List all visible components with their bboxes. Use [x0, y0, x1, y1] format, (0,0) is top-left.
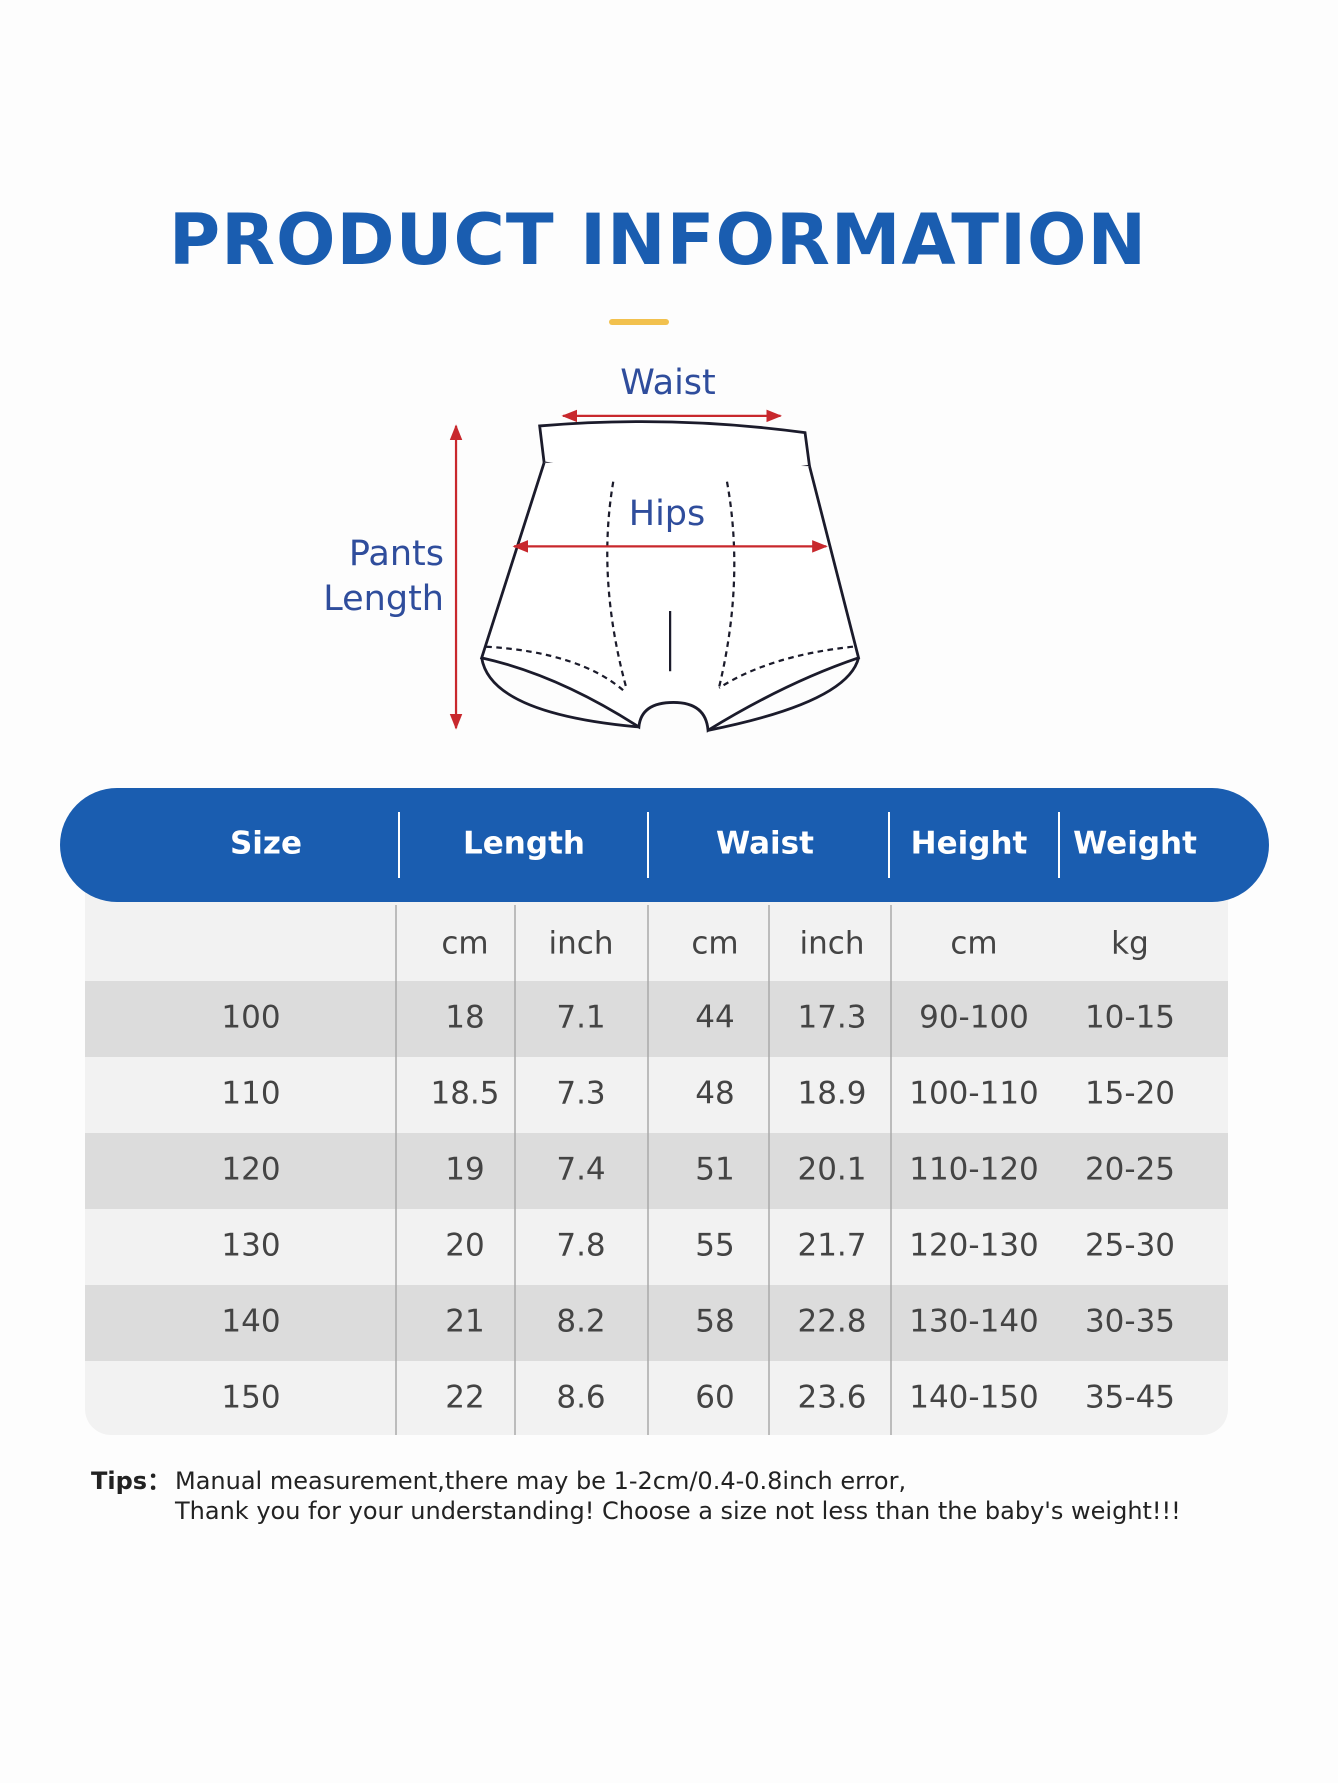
title: PRODUCT INFORMATION: [169, 199, 1147, 281]
tips-label: Tips：: [91, 1467, 171, 1495]
table-cell: 7.1: [556, 1000, 605, 1036]
table-cell: 51: [695, 1152, 734, 1188]
table-cell: 130: [221, 1228, 280, 1264]
table-cell: 25-30: [1085, 1228, 1175, 1264]
table-cell: 7.4: [556, 1152, 605, 1188]
table-cell: 18.9: [797, 1076, 866, 1112]
table-cell: 120-130: [909, 1228, 1039, 1264]
unit-cell: cm: [950, 926, 997, 962]
table-cell: 140: [221, 1304, 280, 1340]
table-cell: 22.8: [797, 1304, 866, 1340]
table-cell: 18: [445, 1000, 484, 1036]
unit-cell: cm: [691, 926, 738, 962]
table-cell: 22: [445, 1380, 484, 1416]
table-cell: 7.3: [556, 1076, 605, 1112]
row-band: [85, 1285, 1228, 1361]
row-band: [85, 981, 1228, 1057]
tips-text: Manual measurement,there may be 1-2cm/0.…: [175, 1467, 906, 1495]
unit-cell: inch: [549, 926, 614, 962]
table-cell: 15-20: [1085, 1076, 1175, 1112]
table-cell: 100: [221, 1000, 280, 1036]
table-cell: 23.6: [797, 1380, 866, 1416]
table-cell: 120: [221, 1152, 280, 1188]
table-cell: 48: [695, 1076, 734, 1112]
table-cell: 90-100: [919, 1000, 1029, 1036]
table-cell: 55: [695, 1228, 734, 1264]
header-cell: Waist: [716, 826, 814, 862]
table-cell: 8.6: [556, 1380, 605, 1416]
table-cell: 58: [695, 1304, 734, 1340]
table-cell: 19: [445, 1152, 484, 1188]
unit-cell: cm: [441, 926, 488, 962]
header-bar: [60, 788, 1269, 902]
table-cell: 110: [221, 1076, 280, 1112]
table-cell: 21: [445, 1304, 484, 1340]
table-cell: 21.7: [797, 1228, 866, 1264]
table-cell: 150: [221, 1380, 280, 1416]
table-cell: 20-25: [1085, 1152, 1175, 1188]
header-cell: Length: [463, 826, 585, 862]
shorts-diagram: [449, 409, 861, 733]
unit-cell: kg: [1111, 926, 1149, 962]
length-label: Length: [323, 579, 444, 619]
row-band: [85, 1133, 1228, 1209]
table-cell: 10-15: [1085, 1000, 1175, 1036]
table-cell: 7.8: [556, 1228, 605, 1264]
table-cell: 35-45: [1085, 1380, 1175, 1416]
hips-label: Hips: [629, 494, 706, 534]
header-cell: Size: [230, 826, 302, 862]
waist-label: Waist: [620, 363, 716, 403]
table-cell: 18.5: [430, 1076, 499, 1112]
tips-text: Thank you for your understanding! Choose…: [174, 1497, 1181, 1525]
table-cell: 100-110: [909, 1076, 1039, 1112]
header-cell: Weight: [1073, 826, 1197, 862]
length-label: Pants: [349, 534, 444, 574]
size-table: Size Length Waist Height Weight cm inch cm inch c…: [60, 788, 1269, 1435]
unit-cell: inch: [800, 926, 865, 962]
table-cell: 44: [695, 1000, 734, 1036]
table-cell: 60: [695, 1380, 734, 1416]
table-cell: 130-140: [909, 1304, 1039, 1340]
table-cell: 8.2: [556, 1304, 605, 1340]
accent-bar: [609, 319, 669, 325]
table-cell: 20.1: [797, 1152, 866, 1188]
table-cell: 140-150: [909, 1380, 1039, 1416]
table-cell: 20: [445, 1228, 484, 1264]
table-cell: 17.3: [797, 1000, 866, 1036]
table-cell: 30-35: [1085, 1304, 1175, 1340]
header-cell: Height: [911, 826, 1028, 862]
table-cell: 110-120: [909, 1152, 1039, 1188]
